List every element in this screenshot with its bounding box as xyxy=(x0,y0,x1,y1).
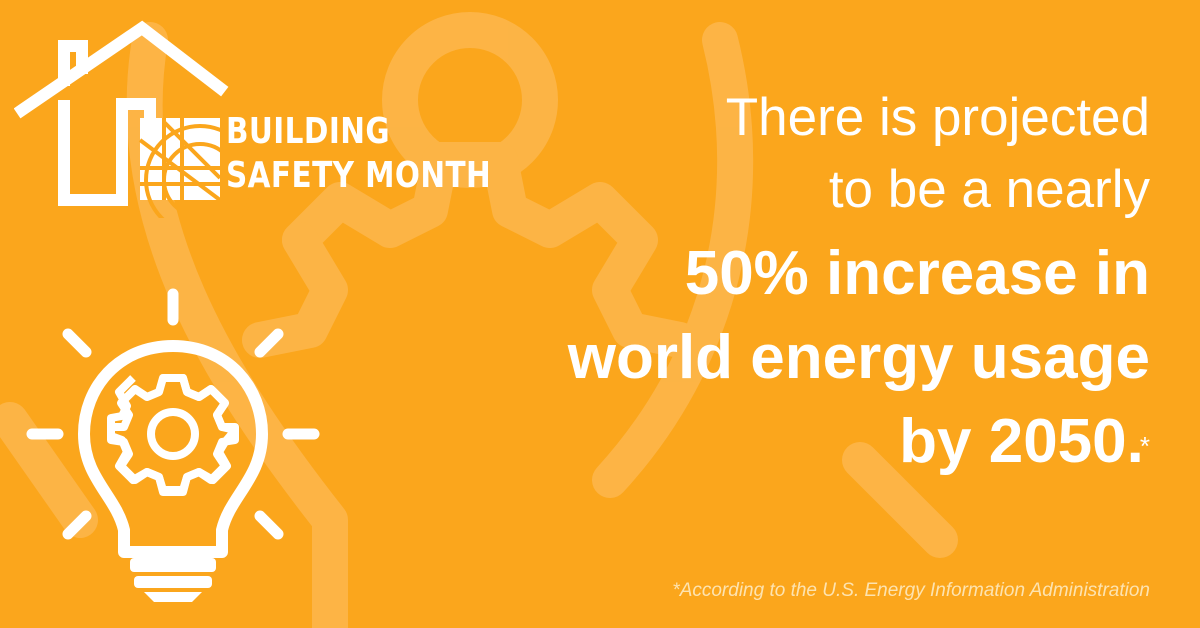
headline-line-1: There is projected xyxy=(725,88,1150,147)
logo-line-building: BUILDING xyxy=(226,111,390,152)
headline-line-5: by 2050. xyxy=(899,407,1144,476)
headline-line-5-wrap: by 2050.* xyxy=(390,400,1150,484)
headline-line-4: world energy usage xyxy=(567,323,1150,392)
lightbulb-gear-icon xyxy=(26,288,320,602)
headline-line-3: 50% increase in xyxy=(684,239,1150,308)
headline-asterisk: * xyxy=(1139,431,1150,461)
logo-line-safety-month: SAFETY MONTH xyxy=(226,155,492,196)
footnote-source: *According to the U.S. Energy Informatio… xyxy=(672,580,1150,601)
building-safety-month-house-icon xyxy=(14,20,256,218)
logo-wordmark: BUILDING SAFETY MONTH xyxy=(226,110,491,198)
headline-line-2: to be a nearly xyxy=(828,160,1150,219)
headline: There is projected to be a nearly 50% in… xyxy=(390,82,1150,484)
